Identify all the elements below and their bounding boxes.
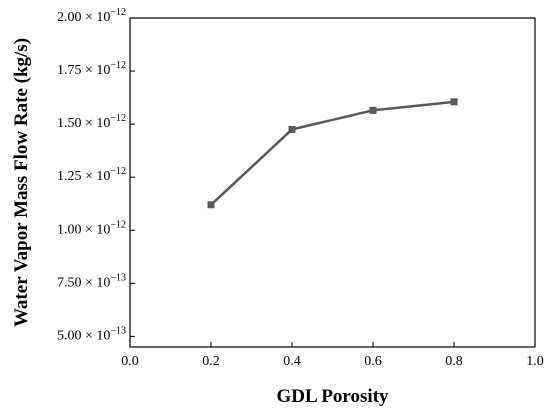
x-tick-label: 0.6 [364, 354, 382, 369]
y-tick-label: 1.75 × 10−12 [57, 60, 126, 78]
y-tick-label: 2.00 × 10−12 [57, 7, 126, 25]
x-tick-label: 0.4 [283, 354, 301, 369]
plot-frame [129, 17, 536, 348]
x-tick-label: 1.0 [526, 354, 544, 369]
data-point [369, 106, 377, 114]
data-point [450, 98, 458, 106]
y-tick-label: 1.25 × 10−12 [57, 166, 126, 184]
x-tick-label: 0.0 [121, 354, 139, 369]
y-tick-label: 5.00 × 10−13 [57, 325, 126, 343]
series-layer [207, 98, 458, 209]
series-line [210, 100, 455, 206]
y-tick-label: 7.50 × 10−13 [57, 272, 126, 290]
y-tick-label: 1.50 × 10−12 [57, 113, 126, 131]
x-axis-title: GDL Porosity [276, 386, 389, 407]
x-axis-ticks: 0.0 0.2 0.4 0.6 0.8 1.0 [121, 342, 544, 369]
y-axis-ticks: 5.00 × 10−13 7.50 × 10−13 1.00 × 10−12 1.25… [57, 7, 135, 343]
data-point [207, 201, 215, 209]
y-tick-label: 1.00 × 10−12 [57, 219, 126, 237]
data-point [288, 125, 296, 133]
x-tick-label: 0.2 [202, 354, 220, 369]
y-axis-title: Water Vapor Mass Flow Rate (kg/s) [11, 38, 32, 327]
x-tick-label: 0.8 [445, 354, 463, 369]
